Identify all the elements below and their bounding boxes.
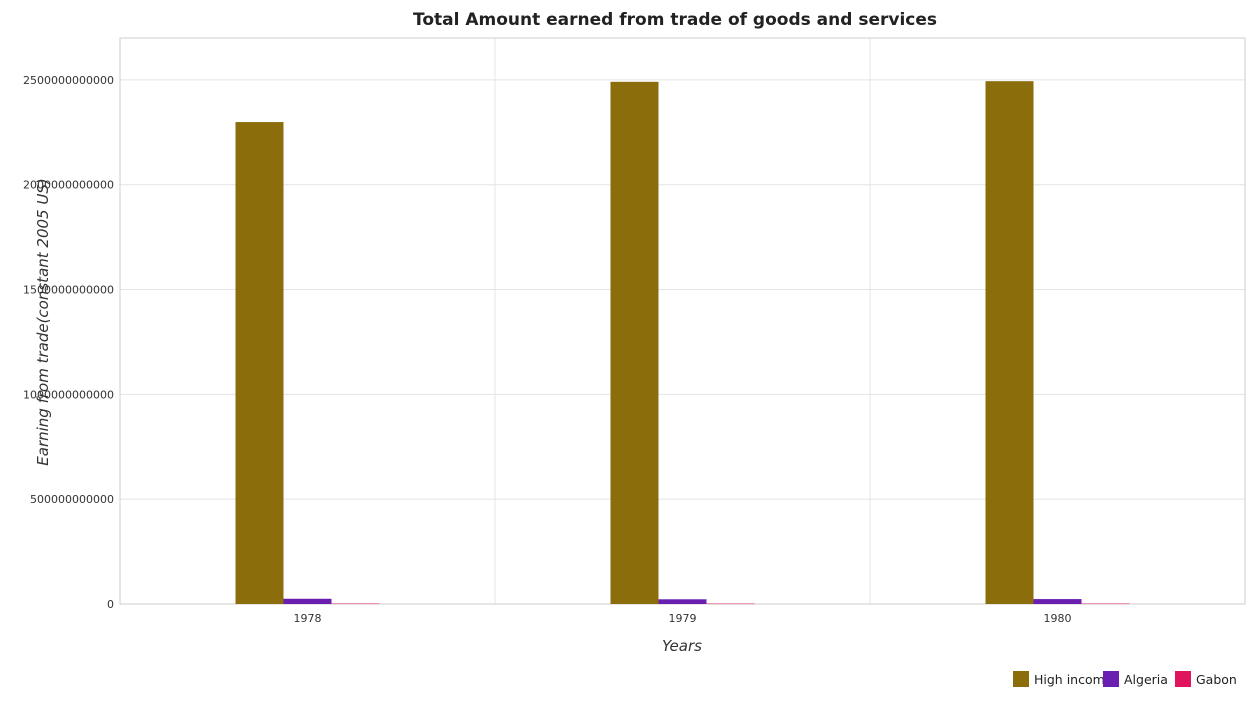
bar-high-income-1980 (985, 81, 1034, 604)
y-tick-label: 1500000000000 (23, 284, 114, 297)
bar-algeria-1978 (283, 598, 332, 604)
x-axis-title: Years (662, 637, 702, 655)
legend-label: Gabon (1196, 672, 1237, 687)
bar-high-income-1978 (235, 122, 284, 605)
x-tick-label: 1979 (669, 612, 697, 625)
legend-label: High income (1034, 672, 1113, 687)
bar-high-income-1979 (610, 81, 659, 604)
legend-label: Algeria (1124, 672, 1168, 687)
chart-title: Total Amount earned from trade of goods … (413, 10, 937, 30)
x-tick-labels: 1978 1979 1980 (294, 612, 1072, 625)
legend-item-gabon: Gabon (1175, 671, 1237, 687)
y-tick-label: 2500000000000 (23, 74, 114, 87)
y-tick-labels: 0 500000000000 1000000000000 1500000000000 2… (23, 74, 114, 611)
bars (235, 81, 1130, 605)
bar-algeria-1979 (658, 599, 707, 604)
bar-gabon-1980 (1081, 603, 1130, 605)
legend-swatch (1103, 671, 1119, 687)
x-tick-label: 1978 (294, 612, 322, 625)
legend-swatch (1175, 671, 1191, 687)
y-tick-label: 1000000000000 (23, 388, 114, 401)
bar-algeria-1980 (1033, 599, 1082, 604)
plot-frame (119, 37, 1246, 605)
legend-swatch (1013, 671, 1029, 687)
y-tick-label: 0 (107, 598, 114, 611)
y-tick-label: 500000000000 (30, 493, 114, 506)
x-tick-label: 1980 (1044, 612, 1072, 625)
gridlines (119, 38, 1246, 605)
bar-gabon-1978 (331, 603, 380, 605)
y-tick-label: 2000000000000 (23, 179, 114, 192)
legend-item-algeria: Algeria (1103, 671, 1168, 687)
y-axis-title: Earning from trade(constant 2005 US) (34, 178, 52, 465)
legend-item-high-income: High income (1013, 671, 1113, 687)
legend: High income Algeria Gabon (1013, 671, 1237, 687)
bar-gabon-1979 (706, 603, 755, 605)
